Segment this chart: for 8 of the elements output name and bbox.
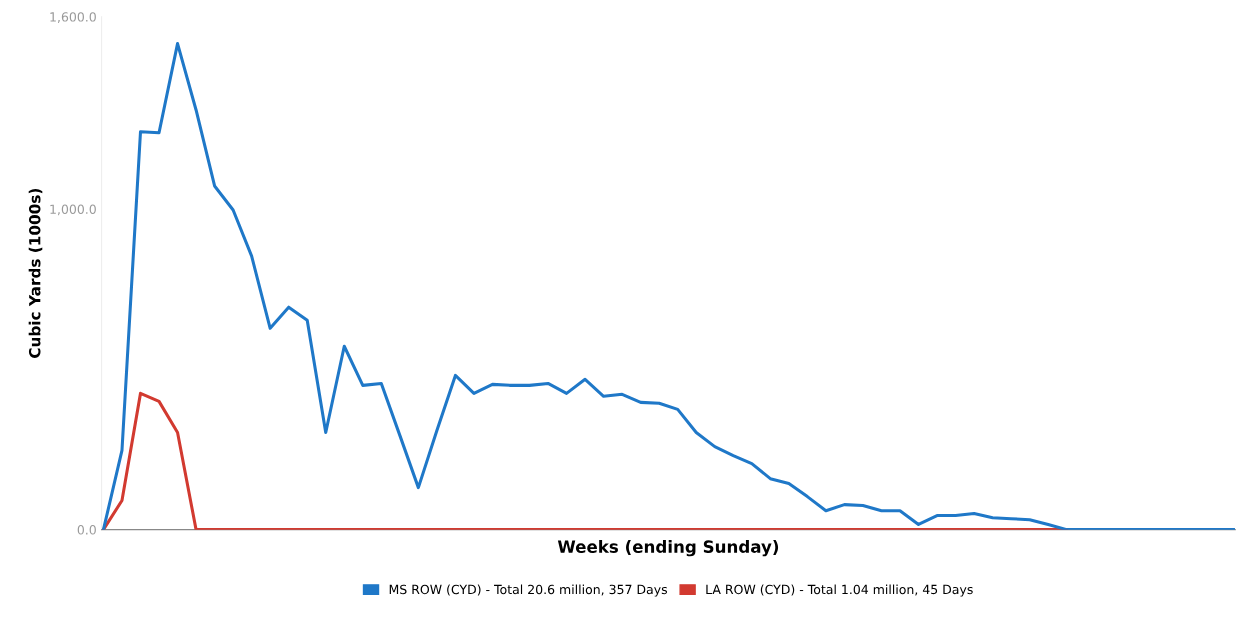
line-series [101, 42, 1235, 530]
x-axis-title: Weeks (ending Sunday) [557, 540, 779, 557]
legend-label: MS ROW (CYD) - Total 20.6 million, 357 Days [389, 584, 668, 597]
y-tick-label: 1,600.0 [50, 12, 96, 23]
legend-label: LA ROW (CYD) - Total 1.04 million, 45 Days [706, 584, 973, 597]
y-axis-title: Cubic Yards (1000s) [28, 188, 43, 358]
y-tick-label: 1,000.0 [50, 204, 96, 216]
y-tick-label: 0.0 [77, 525, 96, 535]
